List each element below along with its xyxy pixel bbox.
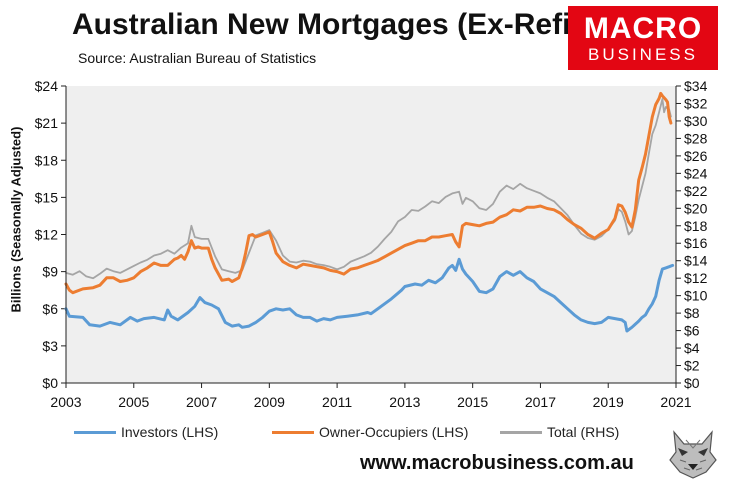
chart-title: Australian New Mortgages (Ex-Refi) (72, 8, 581, 41)
y-right-tick-label: $20 (684, 200, 708, 216)
x-axis: 2003 2005 2007 2009 2011 2013 2015 2017 2019 2021 (50, 383, 692, 410)
y-left-tick-label: $12 (35, 227, 59, 243)
x-tick-label: 2007 (186, 394, 217, 410)
series-total (65, 98, 672, 280)
legend-total: Total (RHS) (500, 424, 619, 440)
y-right-tick-label: $6 (684, 323, 700, 339)
y-axis-right: $0$2 $4$6 $8$10 $12$14 $16$18 $20$22 $24$26 $28… (676, 78, 708, 391)
macrobusiness-logo: MACRO BUSINESS (568, 6, 718, 70)
y-right-tick-label: $34 (684, 78, 708, 94)
x-tick-label: 2005 (118, 394, 149, 410)
y-right-tick-label: $16 (684, 235, 708, 251)
y-right-tick-label: $22 (684, 183, 708, 199)
y-right-tick-label: $32 (684, 95, 708, 111)
y-right-tick-label: $18 (684, 218, 708, 234)
x-tick-label: 2021 (660, 394, 691, 410)
y-left-tick-label: $15 (35, 189, 59, 205)
y-right-tick-label: $4 (684, 340, 700, 356)
y-right-tick-label: $12 (684, 270, 708, 286)
series-investors (64, 257, 675, 333)
x-tick-label: 2013 (389, 394, 420, 410)
plot-area (66, 86, 676, 383)
legend-label-investors: Investors (LHS) (121, 424, 219, 440)
y-left-tick-label: $6 (42, 301, 58, 317)
y-left-tick-label: $24 (35, 78, 59, 94)
legend-investors: Investors (LHS) (74, 424, 218, 440)
y-left-tick-label: $0 (42, 375, 58, 391)
y-left-tick-label: $9 (42, 264, 58, 280)
legend-owner-occupiers: Owner-Occupiers (LHS) (272, 424, 468, 440)
legend-label-owner-occupiers: Owner-Occupiers (LHS) (319, 424, 469, 440)
y-axis-label: Billions (Seasonally Adjusted) (8, 126, 24, 313)
y-right-tick-label: $8 (684, 305, 700, 321)
series-owner-occupiers (64, 91, 673, 295)
y-axis-left: $0 $3 $6 $9 $12 $15 $18 $21 $24 (35, 78, 66, 391)
y-right-tick-label: $10 (684, 288, 708, 304)
y-right-tick-label: $26 (684, 148, 708, 164)
logo-line-2: BUSINESS (588, 45, 698, 64)
legend-label-total: Total (RHS) (547, 424, 620, 440)
y-right-tick-label: $24 (684, 165, 708, 181)
y-right-tick-label: $14 (684, 253, 708, 269)
x-tick-label: 2009 (254, 394, 285, 410)
legend-swatch-owner-occupiers (272, 430, 314, 434)
y-right-tick-label: $30 (684, 113, 708, 129)
y-right-tick-label: $0 (684, 375, 700, 391)
y-left-tick-label: $21 (35, 115, 59, 131)
wolf-icon (666, 426, 720, 480)
website-url: www.macrobusiness.com.au (360, 452, 634, 474)
x-tick-label: 2015 (457, 394, 488, 410)
chart-subtitle: Source: Australian Bureau of Statistics (78, 50, 317, 66)
x-tick-label: 2017 (525, 394, 556, 410)
series-layer (64, 91, 675, 333)
y-right-tick-label: $28 (684, 130, 708, 146)
logo-line-1: MACRO (583, 12, 703, 45)
x-tick-label: 2019 (593, 394, 624, 410)
y-left-tick-label: $3 (42, 338, 58, 354)
x-tick-label: 2011 (322, 394, 352, 410)
x-tick-label: 2003 (50, 394, 81, 410)
y-right-tick-label: $2 (684, 358, 700, 374)
legend-swatch-total (500, 430, 542, 434)
legend-swatch-investors (74, 430, 116, 434)
y-left-tick-label: $18 (35, 152, 59, 168)
